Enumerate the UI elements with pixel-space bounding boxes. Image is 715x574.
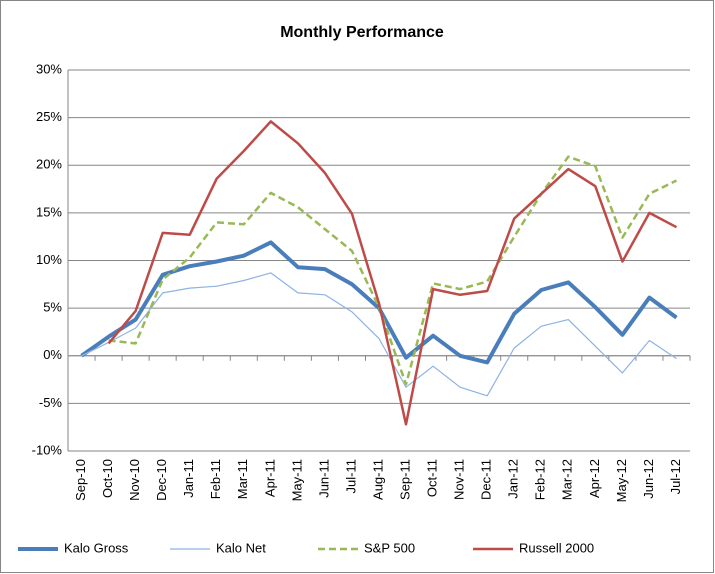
x-tick-label: Apr-11 xyxy=(262,459,277,497)
legend-label: Kalo Gross xyxy=(64,540,129,555)
x-tick-label: Oct-11 xyxy=(425,459,440,497)
x-tick-label: Nov-10 xyxy=(127,459,142,501)
x-tick-label: Jul-12 xyxy=(668,459,683,494)
x-tick-label: Aug-11 xyxy=(370,459,385,500)
x-tick-label: Dec-10 xyxy=(154,459,169,501)
x-tick-label: Oct-10 xyxy=(100,459,115,498)
x-tick-label: Mar-12 xyxy=(560,459,575,500)
legend-label: Russell 2000 xyxy=(519,540,594,555)
x-tick-label: Jan-12 xyxy=(506,459,521,499)
x-tick-label: Sep-10 xyxy=(73,459,88,501)
y-tick-label: -10% xyxy=(32,442,63,457)
series-line xyxy=(107,120,678,426)
y-tick-label: 5% xyxy=(43,300,62,315)
x-tick-label: Nov-11 xyxy=(452,459,467,500)
y-tick-label: -5% xyxy=(39,395,63,410)
x-tick-label: Jan-11 xyxy=(181,459,196,498)
x-tick-label: Mar-11 xyxy=(235,459,250,499)
y-tick-label: 25% xyxy=(36,109,62,124)
legend-label: Kalo Net xyxy=(216,540,266,555)
x-tick-label: May-11 xyxy=(289,459,304,501)
chart-title: Monthly Performance xyxy=(280,24,444,41)
x-tick-label: May-12 xyxy=(614,459,629,502)
series-line xyxy=(81,272,677,397)
y-tick-label: 20% xyxy=(36,157,62,172)
x-tick-label: Dec-11 xyxy=(479,459,494,500)
y-tick-label: 0% xyxy=(43,347,62,362)
y-tick-label: 10% xyxy=(36,252,62,267)
x-tick-label: Jul-11 xyxy=(343,459,358,493)
x-tick-label: Jun-12 xyxy=(641,459,656,499)
x-tick-label: Sep-11 xyxy=(397,459,412,500)
x-tick-label: Feb-12 xyxy=(533,459,548,500)
x-tick-label: Apr-12 xyxy=(587,459,602,498)
y-tick-label: 15% xyxy=(36,204,62,219)
legend-label: S&P 500 xyxy=(364,540,415,555)
x-tick-label: Jun-11 xyxy=(316,459,331,498)
y-tick-label: 30% xyxy=(36,61,62,76)
x-tick-label: Feb-11 xyxy=(208,459,223,499)
